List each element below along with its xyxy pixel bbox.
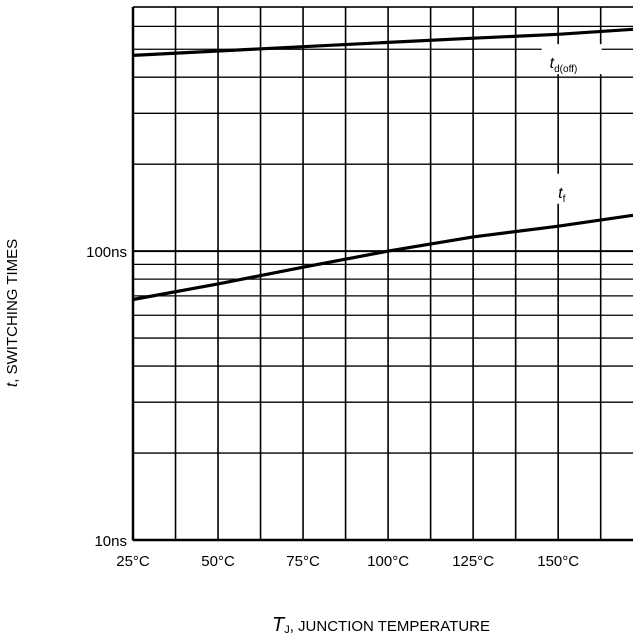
tick-labels: 25°C 50°C 75°C 100°C 125°C 150°C 100ns 10ns: [86, 244, 579, 570]
series-line: [132, 27, 633, 57]
series-label-background: [541, 44, 602, 75]
series-label: td(off): [550, 55, 578, 75]
x-tick-label: 75°C: [286, 553, 320, 570]
x-axis-title-sub: J: [284, 624, 290, 636]
series-line: [132, 213, 633, 302]
x-tick-label: 125°C: [452, 553, 494, 570]
x-tick-label: 150°C: [537, 553, 579, 570]
series-label-sub: d(off): [554, 64, 577, 75]
series-label: tf: [558, 185, 565, 205]
series-label-var: t: [550, 55, 555, 72]
x-tick-label: 100°C: [367, 553, 409, 570]
y-tick-label: 10ns: [94, 533, 127, 550]
x-tick-label: 50°C: [201, 553, 235, 570]
grid: [131, 6, 633, 542]
x-axis-title: TJ, JUNCTION TEMPERATURE: [272, 614, 490, 636]
x-tick-label: 25°C: [116, 553, 150, 570]
y-axis-title-var: t: [4, 382, 21, 387]
series-lines: [132, 27, 633, 302]
x-axis-title-rest: , JUNCTION TEMPERATURE: [290, 618, 490, 635]
series-label-var: t: [558, 185, 563, 202]
x-axis-title-var: T: [272, 614, 286, 636]
y-axis-title: t, SWITCHING TIMES: [4, 239, 21, 387]
series-label-sub: f: [563, 194, 566, 205]
series-label-background: [550, 173, 573, 204]
y-tick-label: 100ns: [86, 244, 127, 261]
series-labels: td(off)tf: [541, 44, 602, 205]
y-axis-title-rest: , SWITCHING TIMES: [4, 239, 21, 383]
